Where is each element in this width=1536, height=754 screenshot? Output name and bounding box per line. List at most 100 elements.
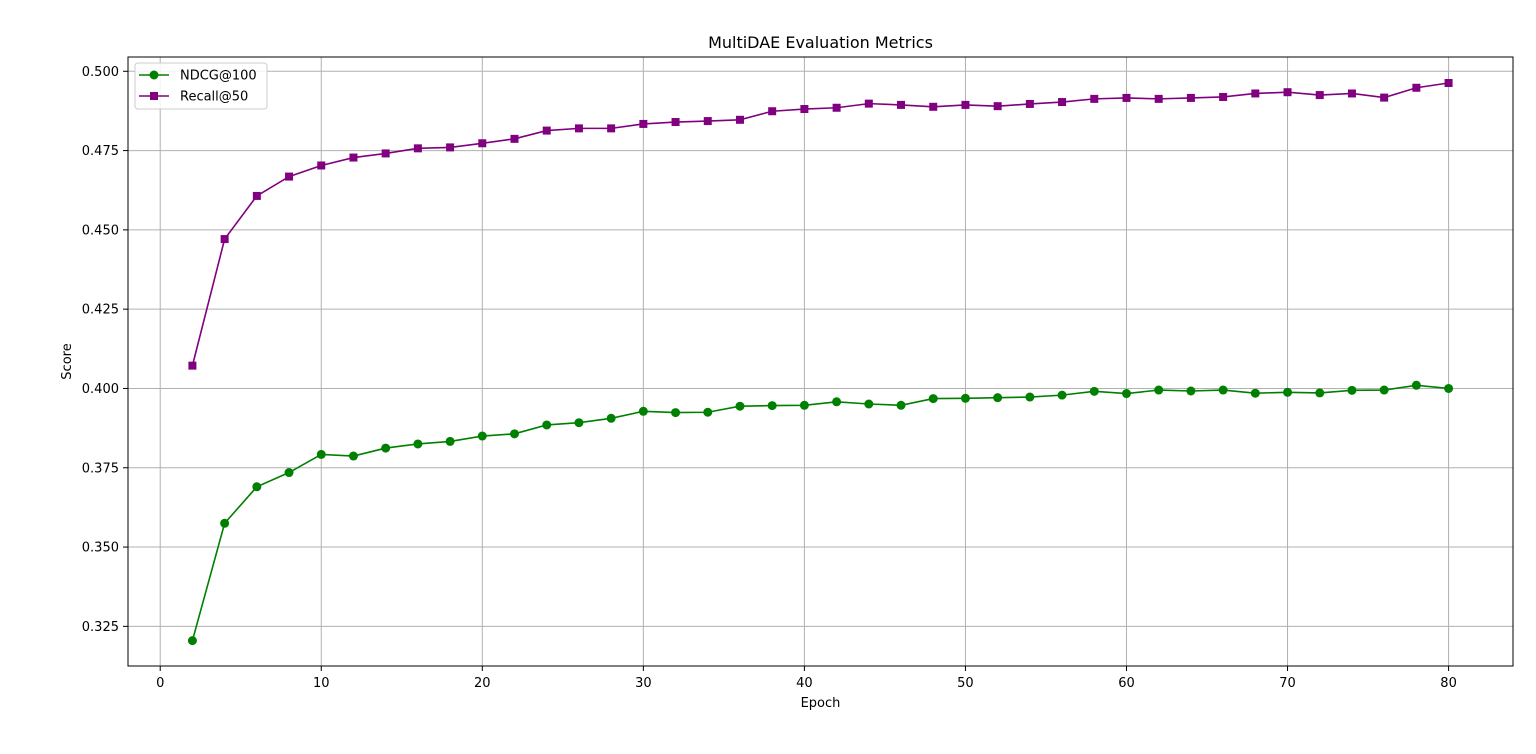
x-tick-label: 50	[957, 676, 974, 691]
y-tick-label: 0.425	[82, 303, 119, 318]
data-point	[220, 235, 229, 244]
data-point	[1154, 94, 1163, 103]
data-point	[542, 126, 551, 135]
data-point	[1154, 385, 1164, 395]
data-point	[1218, 385, 1228, 395]
axis-ticks: 0 10 20 30 40 50 60 70 80 0.325 0.350 0.375 0.400 0.4…	[82, 65, 1457, 691]
data-point	[477, 431, 487, 441]
data-point	[1057, 390, 1067, 400]
data-point	[574, 124, 583, 133]
data-point	[896, 400, 906, 410]
x-tick-label: 0	[156, 676, 164, 691]
data-point	[735, 401, 745, 411]
data-point	[413, 144, 422, 153]
data-point	[252, 191, 261, 200]
data-point	[671, 408, 681, 418]
data-point	[768, 107, 777, 116]
data-point	[767, 401, 777, 411]
data-point	[864, 99, 873, 108]
data-point	[1444, 383, 1454, 393]
data-point	[993, 102, 1002, 111]
data-point	[1186, 93, 1195, 102]
data-point	[1411, 380, 1421, 390]
y-tick-label: 0.325	[82, 620, 119, 635]
data-point	[1250, 388, 1260, 398]
data-point	[252, 482, 262, 492]
series-recall-50	[188, 79, 1453, 370]
series-line-ndcg-100	[191, 384, 1449, 641]
y-tick-label: 0.375	[82, 461, 119, 476]
data-point	[960, 393, 970, 403]
series-layer	[187, 79, 1454, 646]
x-tick-label: 80	[1440, 676, 1457, 691]
data-point	[413, 439, 423, 449]
x-tick-label: 40	[796, 676, 813, 691]
data-point	[703, 117, 712, 126]
data-point	[1379, 385, 1389, 395]
y-tick-label: 0.450	[82, 223, 119, 238]
series-line-recall-50	[191, 82, 1449, 366]
data-point	[1121, 389, 1131, 399]
y-tick-label: 0.350	[82, 541, 119, 556]
data-point	[317, 161, 326, 170]
x-axis-label: Epoch	[801, 696, 841, 711]
y-tick-label: 0.400	[82, 382, 119, 397]
data-point	[381, 443, 391, 453]
data-point	[1025, 392, 1035, 402]
grid-lines	[128, 57, 1513, 666]
data-point	[349, 153, 358, 162]
data-point	[1347, 89, 1356, 98]
x-tick-label: 70	[1279, 676, 1296, 691]
data-point	[1412, 83, 1421, 92]
data-point	[1251, 89, 1260, 98]
chart-title: MultiDAE Evaluation Metrics	[708, 33, 933, 52]
x-tick-label: 20	[474, 676, 491, 691]
legend-marker	[149, 70, 159, 80]
data-point	[735, 115, 744, 124]
legend-item: NDCG@100	[139, 69, 257, 84]
data-point	[1122, 93, 1131, 102]
series-ndcg-100	[187, 380, 1454, 646]
data-point	[993, 393, 1003, 403]
legend-marker	[150, 92, 158, 100]
data-point	[1380, 93, 1389, 102]
data-point	[542, 420, 552, 430]
legend-item: Recall@50	[139, 90, 248, 105]
data-point	[1444, 79, 1453, 88]
data-point	[961, 100, 970, 109]
data-point	[1025, 99, 1034, 108]
data-point	[606, 413, 616, 423]
data-point	[188, 361, 197, 370]
data-point	[799, 400, 809, 410]
data-point	[1089, 386, 1099, 396]
data-point	[800, 105, 809, 114]
data-point	[703, 407, 713, 417]
data-point	[510, 134, 519, 143]
data-point	[574, 418, 584, 428]
data-point	[832, 103, 841, 112]
data-point	[671, 118, 680, 127]
legend-label: Recall@50	[180, 90, 248, 105]
data-point	[638, 406, 648, 416]
data-point	[445, 436, 455, 446]
data-point	[1315, 388, 1325, 398]
data-point	[316, 449, 326, 459]
data-point	[832, 397, 842, 407]
data-point	[285, 172, 294, 181]
y-tick-label: 0.475	[82, 144, 119, 159]
data-point	[1315, 91, 1324, 100]
data-point	[864, 399, 874, 409]
data-point	[284, 468, 294, 478]
y-tick-label: 0.500	[82, 65, 119, 80]
legend: NDCG@100 Recall@50	[134, 62, 268, 110]
legend-label: NDCG@100	[180, 69, 257, 84]
data-point	[1058, 98, 1067, 107]
data-point	[928, 394, 938, 404]
data-point	[478, 139, 487, 148]
y-axis-label: Score	[60, 343, 75, 379]
data-point	[1347, 385, 1357, 395]
plot-frame	[127, 56, 1514, 667]
data-point	[1219, 92, 1228, 101]
data-point	[510, 429, 520, 439]
